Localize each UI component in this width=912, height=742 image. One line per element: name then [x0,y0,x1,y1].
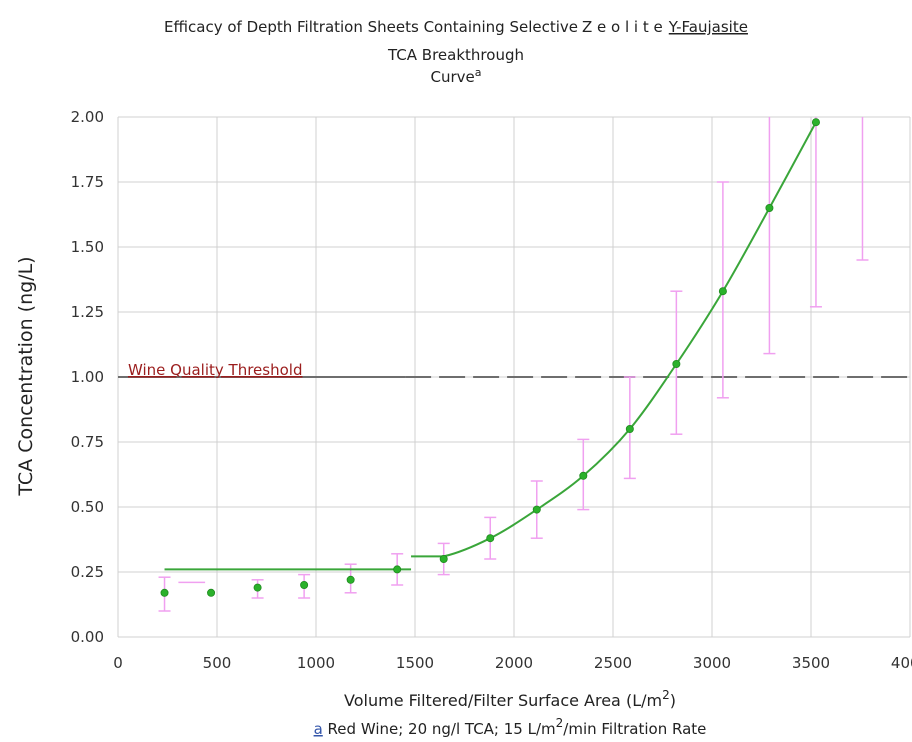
data-points [160,118,820,597]
fit-lines [164,121,817,571]
data-point [393,565,402,574]
y-tick-label: 1.00 [71,368,104,386]
y-tick-label: 0.00 [71,628,104,646]
threshold-layer: Wine Quality Threshold [118,361,910,379]
y-tick-label: 0.50 [71,498,104,516]
data-point [672,359,681,368]
y-tick-label: 0.25 [71,563,104,581]
x-axis-title: Volume Filtered/Filter Surface Area (L/m… [344,688,676,710]
chart-title-part2: Z e o l i t e [582,18,663,36]
chart-footnote: a Red Wine; 20 ng/l TCA; 15 L/m2/min Fil… [314,716,707,738]
y-axis-title: TCA Concentration (ng/L) [15,256,37,496]
data-point [253,583,262,592]
y-tick-label: 1.50 [71,238,104,256]
y-tick-label: 1.75 [71,173,104,191]
x-tick-label: 0 [113,654,123,672]
x-tick-label: 4000 [891,654,912,672]
x-tick-label: 2000 [495,654,533,672]
data-point [625,424,634,433]
y-tick-label: 0.75 [71,433,104,451]
subtitle-superscript: a [475,66,482,79]
footnote-mark: a [314,720,323,738]
x-axis-title-sup: 2 [662,688,670,702]
chart-title: Efficacy of Depth Filtration Sheets Cont… [164,18,748,36]
data-point [532,505,541,514]
chart-title-part3: Y-Faujasite [668,18,748,36]
chart-title-part1: Efficacy of Depth Filtration Sheets Cont… [164,18,578,36]
x-tick-label: 1500 [396,654,434,672]
x-axis-title-text: Volume Filtered/Filter Surface Area (L/m [344,691,662,710]
data-point [579,471,588,480]
error-bars [158,117,869,612]
error-bar [809,117,822,308]
data-point [486,534,495,543]
footnote-part2: /min Filtration Rate [563,720,706,738]
data-point [811,118,820,127]
data-point [300,581,309,590]
x-tick-label: 1000 [297,654,335,672]
footnote-part1: Red Wine; 20 ng/l TCA; 15 L/m [323,720,556,738]
footnote-sup: 2 [556,716,564,730]
data-point [439,555,448,564]
tick-labels: 0 500 1000 1500 2000 2500 3000 3500 4000 0.00 0.25… [71,108,912,672]
x-tick-label: 500 [203,654,232,672]
y-tick-label: 1.25 [71,303,104,321]
chart-subtitle-line1: TCA Breakthrough [387,46,524,64]
fit-line-curve [411,121,817,558]
data-point [207,588,216,597]
y-tick-label: 2.00 [71,108,104,126]
error-bar [763,117,776,355]
x-tick-label: 2500 [594,654,632,672]
subtitle-line2-text: Curve [430,68,474,86]
x-tick-label: 3500 [792,654,830,672]
chart-subtitle-line2: Curvea [430,66,481,86]
data-point [765,203,774,212]
data-point [718,287,727,296]
data-point [160,588,169,597]
x-axis-title-end: ) [670,691,676,710]
data-point [346,575,355,584]
x-tick-label: 3000 [693,654,731,672]
threshold-label: Wine Quality Threshold [128,361,302,379]
error-bar [856,117,869,261]
